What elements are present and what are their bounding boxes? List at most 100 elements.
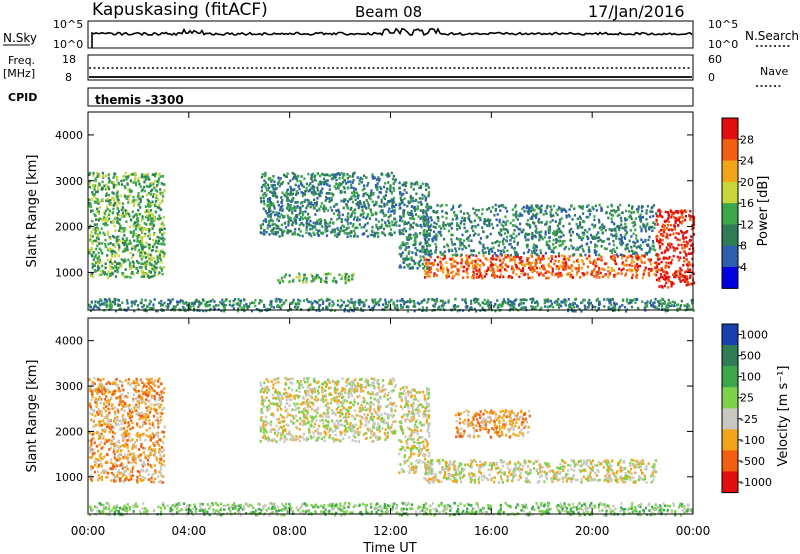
heatmap-cell: [107, 176, 110, 180]
heatmap-cell: [104, 242, 107, 246]
heatmap-cell: [366, 215, 369, 218]
heatmap-cell: [152, 224, 155, 227]
heatmap-cell: [112, 183, 115, 186]
heatmap-cell: [264, 194, 267, 197]
heatmap-cell: [380, 226, 383, 229]
heatmap-cell: [633, 298, 636, 301]
heatmap-cell: [540, 210, 543, 213]
heatmap-cell: [612, 301, 616, 305]
heatmap-cell: [330, 198, 333, 202]
heatmap-cell: [506, 210, 509, 213]
heatmap-cell: [419, 249, 422, 253]
heatmap-cell: [419, 255, 422, 258]
heatmap-cell: [506, 254, 510, 257]
heatmap-cell: [286, 196, 289, 200]
heatmap-cell: [457, 238, 460, 241]
heatmap-cell: [403, 257, 406, 260]
heatmap-cell: [220, 309, 223, 313]
heatmap-cell: [123, 215, 126, 218]
heatmap-cell: [658, 241, 661, 245]
heatmap-cell: [402, 212, 405, 215]
heatmap-cell: [460, 258, 463, 262]
heatmap-cell: [387, 210, 390, 213]
heatmap-cell: [333, 230, 336, 234]
velocity-heatmap-cells: [88, 377, 694, 517]
heatmap-cell: [427, 186, 430, 189]
heatmap-cell: [655, 278, 659, 282]
heatmap-cell: [119, 194, 122, 198]
heatmap-cell: [109, 199, 112, 202]
heatmap-cell: [556, 303, 559, 307]
heatmap-cell: [148, 204, 151, 208]
heatmap-cell: [640, 228, 643, 231]
heatmap-cell: [137, 235, 140, 238]
heatmap-cell: [683, 256, 686, 260]
heatmap-cell: [327, 191, 330, 195]
heatmap-cell: [612, 239, 615, 243]
heatmap-cell: [113, 254, 116, 258]
heatmap-cell: [418, 302, 421, 306]
heatmap-cell: [652, 204, 656, 207]
y-tick-label: 2000: [55, 221, 83, 234]
heatmap-cell: [151, 221, 154, 225]
heatmap-cell: [310, 303, 313, 307]
heatmap-cell: [635, 208, 639, 211]
heatmap-cell: [567, 265, 570, 268]
heatmap-cell: [433, 272, 436, 275]
heatmap-cell: [489, 269, 492, 272]
heatmap-cell: [563, 209, 567, 212]
heatmap-cell: [129, 230, 132, 234]
heatmap-cell: [103, 303, 106, 306]
heatmap-cell: [569, 305, 572, 308]
heatmap-cell: [315, 202, 318, 205]
heatmap-cell: [645, 229, 648, 233]
heatmap-cell: [150, 218, 153, 222]
heatmap-cell: [340, 229, 343, 232]
heatmap-cell: [228, 303, 231, 307]
heatmap-cell: [593, 249, 596, 252]
heatmap-cell: [123, 234, 126, 237]
heatmap-cell: [135, 267, 139, 270]
heatmap-cell: [318, 208, 321, 212]
heatmap-cell: [656, 253, 659, 256]
heatmap-cell: [635, 237, 638, 240]
heatmap-cell: [319, 174, 322, 178]
heatmap-cell: [513, 256, 516, 259]
heatmap-cell: [346, 276, 350, 280]
heatmap-cell: [330, 196, 333, 200]
heatmap-cell: [115, 262, 119, 266]
heatmap-cell: [275, 233, 278, 236]
heatmap-cell: [91, 183, 94, 187]
heatmap-cell: [219, 301, 222, 304]
heatmap-cell: [526, 219, 529, 222]
heatmap-cell: [287, 192, 290, 196]
heatmap-cell: [93, 264, 96, 267]
heatmap-cell: [507, 300, 510, 303]
heatmap-cell: [539, 251, 542, 255]
heatmap-cell: [526, 210, 529, 213]
heatmap-cell: [153, 233, 156, 237]
heatmap-cell: [145, 241, 148, 244]
heatmap-cell: [141, 243, 144, 246]
heatmap-cell: [129, 179, 132, 182]
heatmap-cell: [495, 218, 498, 222]
heatmap-cell: [608, 298, 611, 302]
heatmap-cell: [137, 209, 140, 212]
heatmap-cell: [207, 300, 211, 304]
heatmap-cell: [673, 225, 676, 228]
heatmap-cell: [453, 260, 456, 263]
heatmap-cell: [689, 218, 692, 221]
heatmap-cell: [299, 275, 302, 278]
heatmap-cell: [267, 197, 270, 201]
heatmap-cell: [438, 305, 441, 309]
heatmap-cell: [189, 307, 192, 310]
heatmap-cell: [462, 269, 465, 273]
heatmap-cell: [578, 215, 582, 219]
heatmap-cell: [113, 442, 116, 446]
heatmap-cell: [643, 306, 646, 310]
heatmap-cell: [679, 215, 682, 219]
heatmap-cell: [264, 181, 267, 184]
heatmap-cell: [403, 188, 406, 192]
heatmap-cell: [383, 214, 386, 217]
heatmap-cell: [133, 309, 136, 313]
